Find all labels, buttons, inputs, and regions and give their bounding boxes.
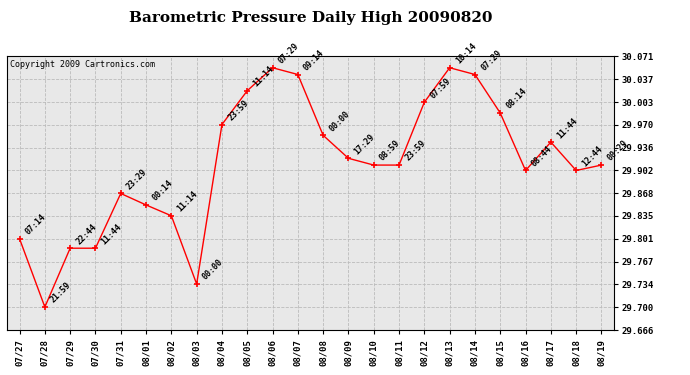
Text: 21:59: 21:59 (49, 281, 73, 305)
Text: 08:44: 08:44 (530, 144, 554, 168)
Text: 11:14: 11:14 (251, 64, 275, 88)
Text: 07:14: 07:14 (23, 213, 48, 237)
Text: 07:29: 07:29 (479, 48, 503, 72)
Text: Copyright 2009 Cartronics.com: Copyright 2009 Cartronics.com (10, 60, 155, 69)
Text: 23:29: 23:29 (125, 167, 149, 191)
Text: 00:29: 00:29 (606, 139, 630, 163)
Text: 00:00: 00:00 (201, 258, 225, 282)
Text: 08:59: 08:59 (378, 139, 402, 163)
Text: 00:00: 00:00 (327, 109, 351, 133)
Text: 11:44: 11:44 (555, 116, 579, 140)
Text: 11:14: 11:14 (175, 189, 199, 214)
Text: 08:14: 08:14 (504, 87, 529, 111)
Text: 23:59: 23:59 (403, 139, 427, 163)
Text: 10:14: 10:14 (454, 42, 478, 66)
Text: 17:29: 17:29 (353, 132, 377, 156)
Text: Barometric Pressure Daily High 20090820: Barometric Pressure Daily High 20090820 (129, 11, 492, 25)
Text: 11:44: 11:44 (99, 222, 124, 246)
Text: 09:14: 09:14 (302, 48, 326, 72)
Text: 07:59: 07:59 (428, 76, 453, 100)
Text: 22:44: 22:44 (75, 222, 99, 246)
Text: 23:59: 23:59 (226, 98, 250, 122)
Text: 00:14: 00:14 (150, 179, 175, 203)
Text: 12:44: 12:44 (580, 144, 604, 168)
Text: 07:29: 07:29 (277, 42, 301, 66)
